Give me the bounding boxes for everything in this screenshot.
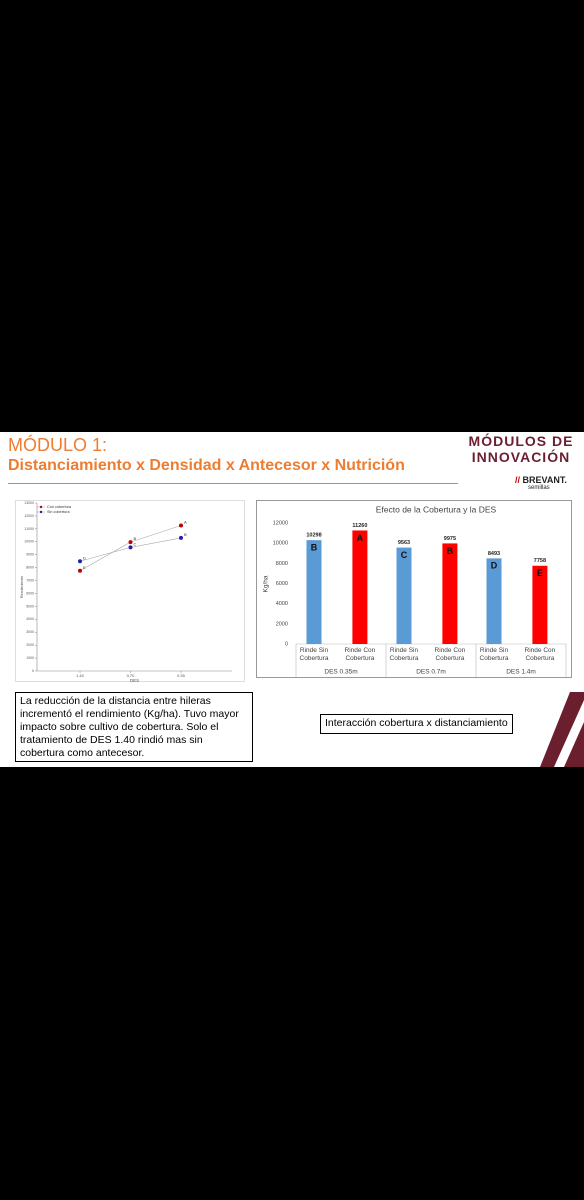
point-letter: B [184, 532, 187, 537]
y-axis-label: Kg/ha [263, 575, 270, 592]
point [128, 540, 133, 545]
y-tick-label: 5000 [26, 604, 34, 608]
slide-subtitle: Distanciamiento x Densidad x Antecesor x… [8, 457, 405, 474]
brand-tagline: semillas [528, 485, 550, 491]
brand-name: BREVANT. [522, 475, 567, 485]
y-tick-label: 4000 [26, 617, 34, 621]
bar-letter: B [311, 543, 318, 553]
bar-category-label-box: Rinde Con Cobertura [434, 647, 466, 662]
x-tick-label: 0.35 [177, 673, 186, 678]
y-tick-label: 6000 [26, 591, 34, 595]
point [128, 545, 133, 550]
logo: MÓDULOS DE INNOVACIÓN [462, 433, 580, 465]
legend-marker [39, 505, 43, 509]
y-tick-label: 0 [32, 669, 34, 673]
bar [352, 530, 368, 644]
y-tick-label: 4000 [276, 601, 288, 607]
bar [396, 547, 412, 644]
y-tick-label: 10000 [24, 540, 34, 544]
bar-category-label-box: Rinde Con Cobertura [344, 647, 376, 662]
value-label: 7758 [534, 558, 546, 564]
x-tick-label: 0.70 [127, 673, 136, 678]
y-tick-label: 2000 [26, 643, 34, 647]
y-axis-label: Rendimiento [19, 575, 24, 598]
chart-title: Efecto de la Cobertura y la DES [376, 504, 497, 514]
value-label: 9563 [398, 540, 410, 546]
y-tick-label: 8000 [276, 561, 288, 567]
value-label: 8493 [488, 551, 500, 557]
x-axis-label: DES [130, 678, 139, 682]
point-letter: E [83, 565, 86, 570]
y-tick-label: 12000 [273, 520, 288, 526]
y-tick-label: 2000 [276, 621, 288, 627]
stripe [564, 722, 584, 767]
bar-category-label: Rinde Sin Cobertura [389, 647, 419, 662]
legend-label: Con cobertura [47, 505, 72, 509]
divider [8, 483, 458, 484]
y-tick-label: 13000 [24, 501, 34, 505]
legend-label: Sin cobertura [47, 510, 70, 514]
logo-line: INNOVACIÓN [471, 449, 571, 465]
note-right: Interacción cobertura x distanciamiento [320, 714, 513, 734]
brand-icon: // [515, 475, 521, 485]
bar-category-label: Rinde Con Cobertura [344, 647, 376, 662]
slide: MÓDULO 1: Distanciamiento x Densidad x A… [0, 432, 584, 767]
bar [306, 540, 322, 644]
y-tick-label: 11000 [25, 527, 35, 531]
bar [486, 558, 502, 644]
note-left: La reducción de la distancia entre hiler… [15, 692, 253, 762]
bar-category-label: Rinde Sin Cobertura [479, 647, 509, 662]
point-letter: B [134, 536, 137, 541]
value-label: 10298 [306, 533, 321, 539]
brand: // BREVANT. [515, 475, 567, 485]
bar-category-label-box: Rinde Sin Cobertura [389, 647, 419, 662]
bar-letter: E [537, 568, 543, 578]
y-tick-label: 7000 [26, 578, 34, 582]
value-label: 9975 [444, 536, 456, 542]
bar-category-label-box: Rinde Sin Cobertura [479, 647, 509, 662]
y-tick-label: 6000 [276, 581, 288, 587]
bar-category-label: Rinde Con Cobertura [434, 647, 466, 662]
bar [532, 565, 548, 644]
point [78, 559, 82, 564]
group-label: DES 0.7m [416, 669, 446, 676]
point [78, 568, 82, 573]
bar-letter: D [491, 561, 498, 571]
value-label: 11260 [352, 523, 367, 529]
bar-letter: A [357, 533, 364, 543]
slide-title: MÓDULO 1: [8, 435, 108, 455]
y-tick-label: 0 [285, 641, 288, 647]
logo-line: MÓDULOS DE [468, 433, 574, 449]
y-tick-label: 10000 [273, 541, 288, 547]
point-letter: C [134, 541, 137, 546]
y-tick-label: 1000 [26, 656, 34, 660]
y-tick-label: 9000 [26, 553, 34, 557]
bar-letter: B [447, 546, 454, 556]
chart-frame [15, 500, 245, 682]
bar-letter: C [401, 550, 408, 560]
stripe [540, 692, 584, 767]
bar-chart: Efecto de la Cobertura y la DES Kg/ha 0 200… [256, 500, 572, 678]
line-chart: 0 1000 2000 3000 4000 5000 6000 7000 8000 9000 100… [15, 500, 245, 682]
bar-category-label: Rinde Con Cobertura [524, 647, 556, 662]
bar-category-label-box: Rinde Sin Cobertura [299, 647, 329, 662]
point [179, 535, 183, 540]
group-label: DES 0.35m [324, 669, 357, 676]
point-letter: D [83, 555, 86, 560]
group-label: DES 1.4m [506, 669, 536, 676]
legend-marker [39, 510, 43, 514]
point-letter: A [184, 520, 187, 525]
bar-category-label-box: Rinde Con Cobertura [524, 647, 556, 662]
x-tick-label: 1.40 [76, 673, 85, 678]
y-tick-label: 3000 [26, 630, 34, 634]
y-tick-label: 8000 [26, 566, 34, 570]
decor-stripes [540, 692, 584, 767]
point [179, 523, 183, 528]
bar [442, 543, 458, 644]
bar-category-label: Rinde Sin Cobertura [299, 647, 329, 662]
y-tick-label: 12000 [24, 514, 34, 518]
